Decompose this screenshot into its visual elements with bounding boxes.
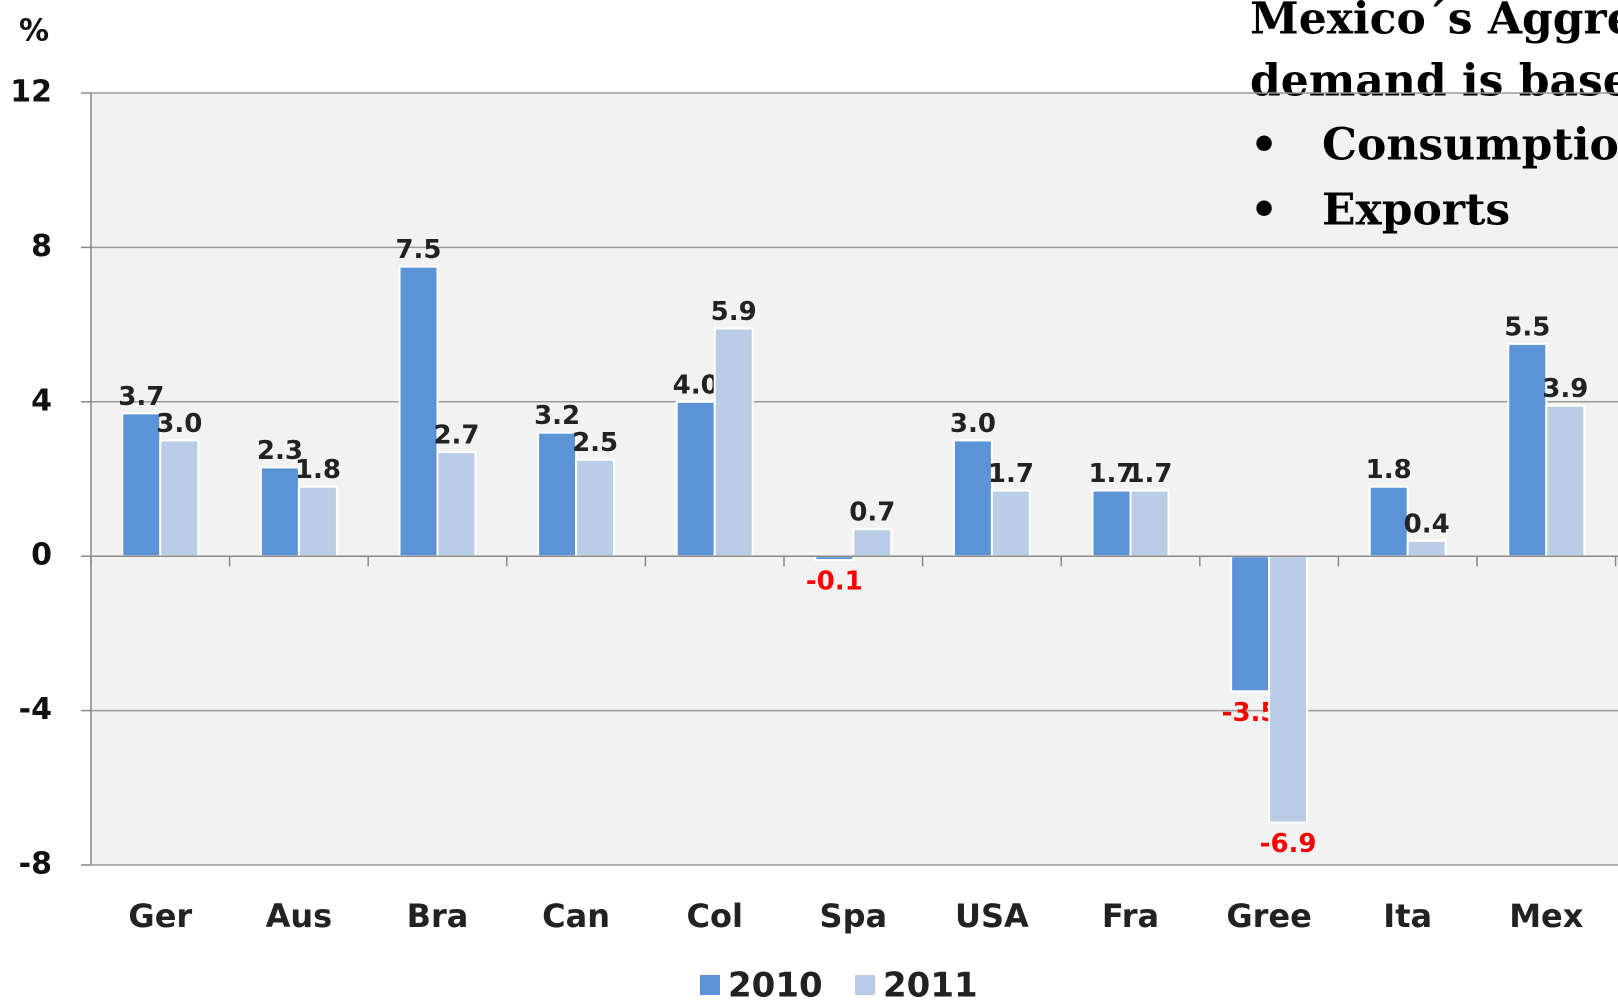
- bar: [1268, 555, 1309, 824]
- bar: [436, 450, 477, 558]
- annotation-bullet-dot: •: [1250, 185, 1278, 236]
- value-label: 2.5: [572, 428, 618, 458]
- bar: [713, 327, 754, 558]
- y-tick-label: 8: [31, 229, 52, 264]
- bar: [1230, 555, 1271, 693]
- annotation-line: demand is base: [1250, 56, 1618, 107]
- value-label: 1.7: [1088, 459, 1134, 489]
- bar: [537, 431, 578, 558]
- bar: [398, 265, 439, 558]
- value-label: 3.0: [950, 409, 996, 439]
- value-label: 4.0: [673, 370, 719, 400]
- x-tick-label: Ita: [1383, 897, 1432, 935]
- bar: [1368, 485, 1409, 558]
- legend-label: 2010: [728, 966, 823, 1002]
- annotation-bullet: Exports: [1322, 185, 1510, 236]
- legend-swatch: [700, 975, 720, 995]
- y-tick-label: 0: [31, 538, 52, 573]
- bar: [990, 489, 1031, 558]
- y-tick-label: 12: [10, 75, 52, 110]
- y-axis-label: %: [19, 14, 49, 49]
- bar: [1129, 489, 1170, 558]
- value-label: 5.9: [711, 297, 757, 327]
- value-label: 5.5: [1504, 312, 1550, 342]
- bar: [259, 466, 300, 558]
- value-label: 1.8: [1366, 455, 1412, 485]
- value-label: 3.0: [156, 409, 202, 439]
- bar: [1507, 342, 1548, 558]
- bar: [675, 400, 716, 558]
- x-tick-label: Aus: [266, 897, 333, 935]
- annotation-bullet-dot: •: [1250, 120, 1278, 171]
- y-tick-label: -4: [19, 692, 52, 727]
- bar: [952, 439, 993, 558]
- annotation-bullet: Consumptio: [1322, 120, 1618, 171]
- bar: [1091, 489, 1132, 558]
- value-label: 1.8: [295, 455, 341, 485]
- x-tick-label: Mex: [1509, 897, 1584, 935]
- legend-label: 2011: [883, 966, 978, 1002]
- bar: [121, 412, 162, 558]
- x-tick-label: Spa: [820, 897, 888, 935]
- x-tick-label: USA: [955, 897, 1029, 935]
- value-label: 3.7: [118, 382, 164, 412]
- value-label: 1.7: [1126, 459, 1172, 489]
- bar: [1406, 539, 1447, 558]
- plot-area: [91, 93, 1618, 865]
- value-label: 1.7: [988, 459, 1034, 489]
- value-label: -6.9: [1260, 829, 1317, 859]
- value-label: 2.3: [257, 436, 303, 466]
- value-label: 3.2: [534, 401, 580, 431]
- value-label: -0.1: [806, 567, 863, 597]
- annotation-line: Mexico´s Aggre: [1250, 0, 1618, 45]
- x-tick-label: Bra: [407, 897, 469, 935]
- value-label: 3.9: [1542, 374, 1588, 404]
- x-tick-label: Col: [686, 897, 742, 935]
- value-label: 0.7: [849, 498, 895, 528]
- legend-swatch: [855, 975, 875, 995]
- bar: [159, 439, 200, 558]
- y-tick-label: -8: [19, 847, 52, 882]
- x-tick-label: Fra: [1102, 897, 1159, 935]
- value-label: 2.7: [433, 420, 479, 450]
- value-label: 7.5: [395, 235, 441, 265]
- bar: [1545, 404, 1586, 558]
- y-tick-label: 4: [31, 383, 52, 418]
- value-label: 0.4: [1404, 509, 1450, 539]
- x-tick-label: Gree: [1226, 897, 1311, 935]
- x-tick-label: Ger: [128, 897, 192, 935]
- bar: [852, 528, 893, 558]
- x-tick-label: Can: [542, 897, 610, 935]
- bar: [575, 458, 616, 558]
- bar: [297, 485, 338, 558]
